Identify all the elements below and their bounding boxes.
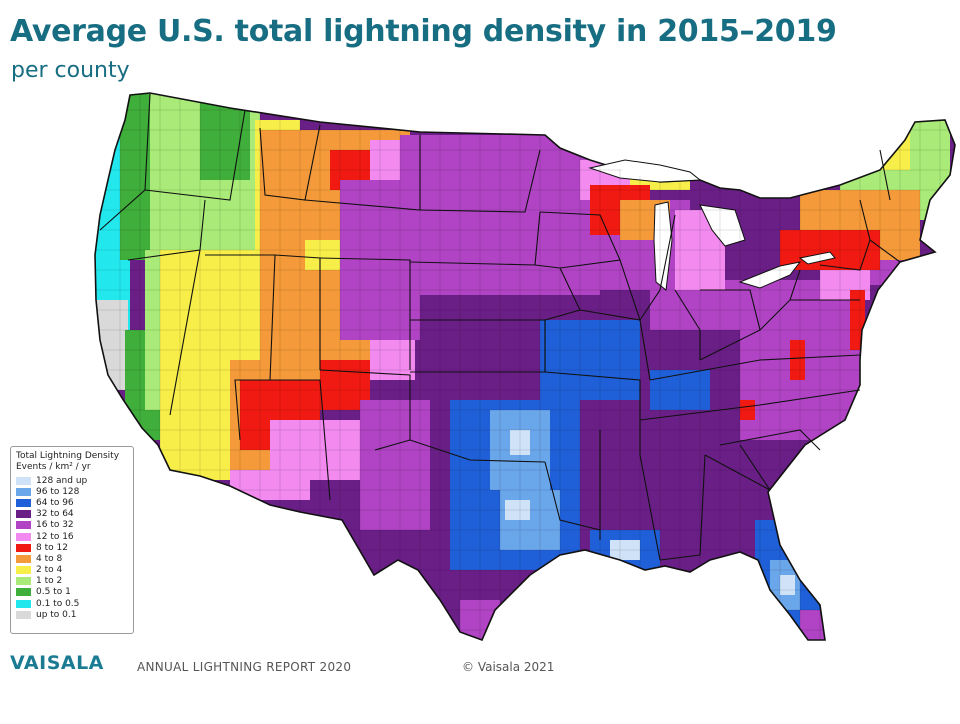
legend-swatch xyxy=(16,543,31,552)
legend-item: 0.5 to 1 xyxy=(16,587,128,598)
legend-label: 1 to 2 xyxy=(36,576,63,587)
legend-swatch xyxy=(16,532,31,541)
vaisala-logo: VAISALA xyxy=(10,652,104,674)
legend-swatch xyxy=(16,498,31,507)
legend-items: 128 and up 96 to 128 64 to 96 32 to 64 16 to… xyxy=(16,475,128,620)
map-subtitle: per county xyxy=(11,58,130,83)
legend-swatch xyxy=(16,510,31,519)
legend-item: 0.1 to 0.5 xyxy=(16,598,128,609)
map-legend: Total Lightning Density Events / km² / y… xyxy=(10,446,134,634)
legend-label: up to 0.1 xyxy=(36,609,77,620)
legend-item: 16 to 32 xyxy=(16,520,128,531)
legend-item: 1 to 2 xyxy=(16,576,128,587)
map-title: Average U.S. total lightning density in … xyxy=(10,14,837,49)
legend-swatch xyxy=(16,577,31,586)
legend-label: 64 to 96 xyxy=(36,497,74,508)
legend-item: 4 to 8 xyxy=(16,553,128,564)
legend-label: 16 to 32 xyxy=(36,520,74,531)
legend-swatch xyxy=(16,476,31,485)
legend-label: 0.5 to 1 xyxy=(36,587,71,598)
legend-units: Events / km² / yr xyxy=(16,462,91,472)
copyright-text: © Vaisala 2021 xyxy=(462,660,555,674)
legend-swatch xyxy=(16,566,31,575)
legend-swatch xyxy=(16,554,31,563)
legend-label: 0.1 to 0.5 xyxy=(36,598,80,609)
legend-label: 128 and up xyxy=(36,475,88,486)
legend-label: 32 to 64 xyxy=(36,509,74,520)
legend-label: 12 to 16 xyxy=(36,531,74,542)
legend-swatch xyxy=(16,610,31,619)
legend-item: 64 to 96 xyxy=(16,497,128,508)
legend-item: up to 0.1 xyxy=(16,609,128,620)
legend-label: 96 to 128 xyxy=(36,486,80,497)
legend-swatch xyxy=(16,487,31,496)
legend-item: 12 to 16 xyxy=(16,531,128,542)
legend-item: 8 to 12 xyxy=(16,542,128,553)
report-title: ANNUAL LIGHTNING REPORT 2020 xyxy=(137,660,352,674)
legend-item: 32 to 64 xyxy=(16,509,128,520)
legend-item: 96 to 128 xyxy=(16,486,128,497)
legend-item: 2 to 4 xyxy=(16,565,128,576)
legend-swatch xyxy=(16,588,31,597)
legend-label: 2 to 4 xyxy=(36,565,63,576)
legend-item: 128 and up xyxy=(16,475,128,486)
legend-swatch xyxy=(16,599,31,608)
legend-swatch xyxy=(16,521,31,530)
legend-label: 4 to 8 xyxy=(36,553,63,564)
legend-title: Total Lightning Density xyxy=(16,451,120,461)
legend-label: 8 to 12 xyxy=(36,542,68,553)
